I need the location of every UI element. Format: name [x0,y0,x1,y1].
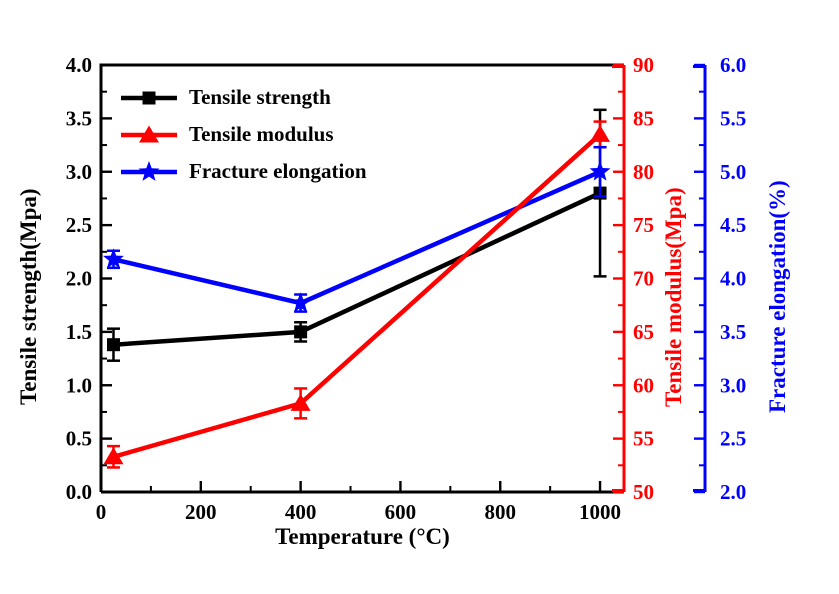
y-axis-modulus: 50 55 60 65 70 75 80 85 90 [613,53,654,504]
tick-label: 75 [633,213,654,237]
tick-label: 1.0 [66,373,92,397]
legend: Tensile strength Tensile modulus Fracture … [120,79,367,190]
tick-label: 4.5 [720,213,746,237]
triangle-marker-icon [121,125,177,142]
tick-label: 6.0 [720,53,746,77]
tick-label: 65 [633,320,654,344]
tick-label: 4.0 [66,53,92,77]
tick-label: 600 [385,500,417,524]
line-tensile-strength [113,191,601,347]
star-marker-icon [121,160,177,181]
tick-label: 70 [633,267,654,291]
x-axis: 0 200 400 600 800 1000 [96,481,621,524]
tick-label: 400 [285,500,317,524]
y-axis-title-left: Tensile strength(Mpa) [16,188,41,406]
tick-label: 0.5 [66,427,92,451]
legend-label: Tensile modulus [189,122,334,146]
tick-label: 85 [633,106,654,130]
tick-label: 5.0 [720,160,746,184]
line-fracture-elongation [112,169,601,306]
y-axis-title-modulus: Tensile modulus(Mpa) [661,187,686,407]
x-axis-title: Temperature (°C) [275,524,450,549]
legend-item-tensile-strength: Tensile strength [120,79,367,116]
legend-label: Tensile strength [189,85,331,109]
tick-label: 55 [633,427,654,451]
tick-label: 5.5 [720,106,746,130]
tick-label: 200 [185,500,217,524]
series-fracture-elongation [103,145,611,313]
tick-label: 50 [633,480,654,504]
square-marker-icon [121,91,177,104]
y-axis-elongation: 2.0 2.5 3.0 3.5 4.0 4.5 5.0 5.5 6.0 [694,53,746,504]
tick-label: 0.0 [66,480,92,504]
y-axis-title-elongation: Fracture elongation(%) [765,180,790,414]
tick-label: 2.5 [720,427,746,451]
tick-label: 3.5 [720,320,746,344]
tick-label: 2.0 [66,267,92,291]
tick-label: 4.0 [720,267,746,291]
legend-label: Fracture elongation [189,159,367,183]
y-axis-left: 0.0 0.5 1.0 1.5 2.0 2.5 3.0 3.5 4.0 [66,53,112,504]
tick-label: 800 [484,500,516,524]
tick-label: 3.5 [66,106,92,130]
tick-label: 1000 [579,500,621,524]
tick-label: 3.0 [66,160,92,184]
tick-label: 2.0 [720,480,746,504]
tick-label: 2.5 [66,213,92,237]
tick-label: 60 [633,373,654,397]
legend-item-tensile-modulus: Tensile modulus [120,116,367,153]
tick-label: 3.0 [720,373,746,397]
tick-label: 1.5 [66,320,92,344]
tick-label: 90 [633,53,654,77]
legend-item-fracture-elongation: Fracture elongation [120,153,367,190]
tick-label: 80 [633,160,654,184]
tick-label: 0 [96,500,107,524]
